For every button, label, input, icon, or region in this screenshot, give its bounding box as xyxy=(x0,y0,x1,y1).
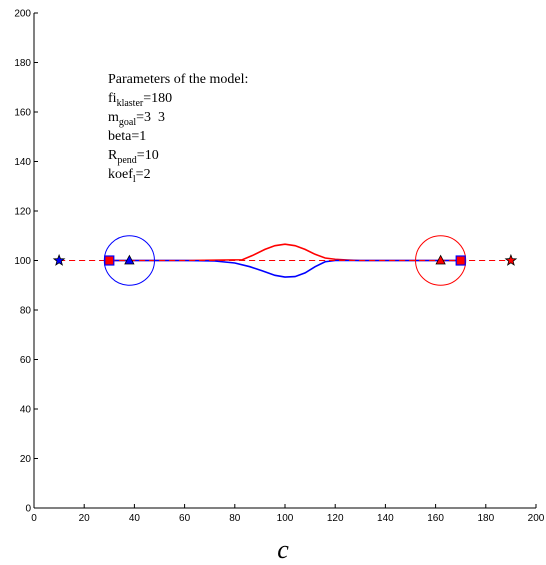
y-tick-label: 60 xyxy=(20,355,32,366)
annotation-line-subscript: l xyxy=(133,174,136,185)
annotation-heading: Parameters of the model: xyxy=(108,72,248,87)
y-tick-label: 140 xyxy=(14,157,31,168)
x-tick-label: 0 xyxy=(31,513,37,524)
x-tick-label: 180 xyxy=(477,513,494,524)
y-tick-label: 160 xyxy=(14,108,31,119)
y-tick-label: 180 xyxy=(14,58,31,69)
red-star-marker xyxy=(504,253,518,266)
y-tick-label: 200 xyxy=(14,9,31,20)
annotation-line-value: =180 xyxy=(143,91,172,106)
annotation-line: koefl=2 xyxy=(108,167,151,185)
blue-solid-line xyxy=(109,259,461,278)
annotation-line-subscript: pend xyxy=(117,155,136,166)
y-tick-label: 40 xyxy=(20,405,32,416)
annotation-line-subscript: klaster xyxy=(117,98,144,109)
red-square-marker xyxy=(455,255,466,266)
x-tick-label: 140 xyxy=(377,513,394,524)
x-tick-label: 200 xyxy=(528,513,545,524)
x-tick-label: 120 xyxy=(327,513,344,524)
annotation-line-main: R xyxy=(108,148,118,163)
red-triangle-marker xyxy=(435,254,446,265)
markers-group xyxy=(52,253,518,266)
y-tick-label: 20 xyxy=(20,454,32,465)
x-tick-label: 100 xyxy=(277,513,294,524)
x-tick-label: 60 xyxy=(179,513,191,524)
x-tick-label: 20 xyxy=(79,513,91,524)
y-tick-label: 120 xyxy=(14,207,31,218)
x-tick-label: 160 xyxy=(427,513,444,524)
red-square-marker xyxy=(104,255,115,266)
annotation-line-main: m xyxy=(108,110,119,125)
annotation-line-value: =2 xyxy=(136,167,151,182)
annotation-line-main: koef xyxy=(108,167,133,182)
annotation-line-value: =10 xyxy=(137,148,159,163)
series-group xyxy=(59,243,511,278)
annotation-line-subscript: goal xyxy=(119,117,136,128)
annotation-line: fiklaster=180 xyxy=(108,91,172,109)
y-tick-label: 80 xyxy=(20,306,32,317)
y-tick-label: 0 xyxy=(25,504,31,515)
ticks-group: 0 20 40 60 80 100 120 140 160 180 200 0 20 40 60 80 100 1… xyxy=(14,9,544,525)
annotation-line: mgoal=3 3 xyxy=(108,110,165,128)
annotation-line-main: fi xyxy=(108,91,117,106)
figure-caption: c xyxy=(277,535,289,564)
blue-triangle-marker xyxy=(124,254,135,265)
y-tick-label: 100 xyxy=(14,256,31,267)
parameters-annotation: Parameters of the model: fiklaster=180mg… xyxy=(108,72,248,185)
annotation-line: beta=1 xyxy=(108,129,146,144)
annotation-line-value: =3 3 xyxy=(136,110,165,125)
annotation-line: Rpend=10 xyxy=(108,148,159,166)
x-tick-label: 40 xyxy=(129,513,141,524)
annotation-line-main: beta=1 xyxy=(108,129,146,144)
x-tick-label: 80 xyxy=(229,513,241,524)
blue-star-marker xyxy=(52,253,66,266)
